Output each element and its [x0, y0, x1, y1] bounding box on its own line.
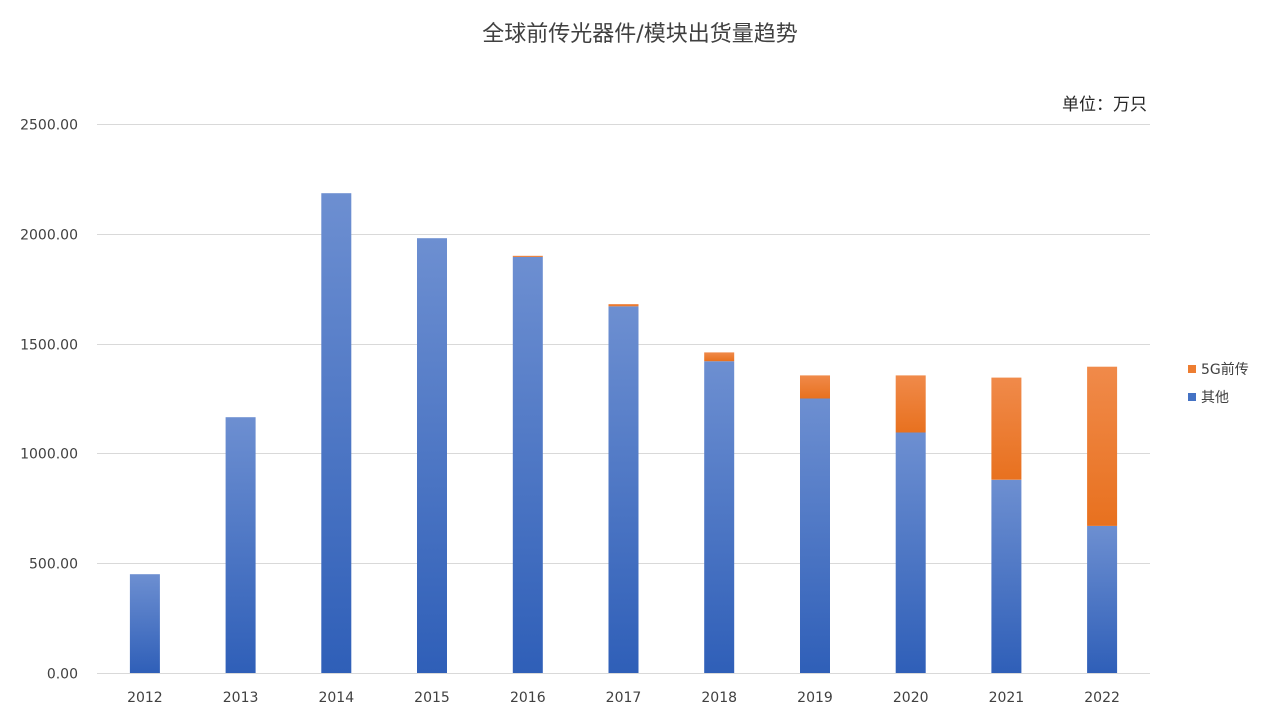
legend-swatch	[1188, 365, 1196, 373]
y-tick-label: 0.00	[47, 667, 78, 683]
bar-other-2016	[512, 256, 543, 673]
y-tick-label: 2500.00	[20, 118, 78, 134]
bar-other-2018	[704, 361, 735, 673]
x-tick-label: 2020	[893, 690, 929, 706]
bar-other-2015	[417, 238, 447, 673]
legend-swatch	[1188, 393, 1196, 401]
y-tick-label: 500.00	[29, 557, 78, 573]
x-tick-label: 2022	[1084, 690, 1120, 706]
bar-5g-fronthaul-2018	[704, 352, 735, 362]
bar-other-2019	[800, 398, 830, 673]
legend-label: 5G前传	[1201, 361, 1249, 378]
x-tick-label: 2014	[318, 690, 354, 706]
bar-other-2021	[991, 479, 1022, 673]
bar-5g-fronthaul-2022	[1087, 366, 1118, 526]
y-tick-label: 1500.00	[20, 338, 78, 354]
x-tick-label: 2017	[606, 690, 642, 706]
y-tick-label: 1000.00	[20, 447, 78, 463]
bar-5g-fronthaul-2017	[608, 304, 639, 307]
x-tick-label: 2021	[989, 690, 1025, 706]
bars	[129, 193, 1118, 673]
bar-5g-fronthaul-2019	[800, 375, 830, 399]
bar-other-2020	[895, 432, 926, 673]
x-tick-label: 2012	[127, 690, 163, 706]
bar-5g-fronthaul-2021	[991, 377, 1022, 480]
x-tick-label: 2018	[701, 690, 737, 706]
x-axis: 2012 2013 2014 2015 2016 2017 2018 2019 2020 2021…	[127, 690, 1120, 706]
bar-other-2013	[225, 417, 256, 673]
unit-label: 单位：万只	[1062, 95, 1147, 115]
bar-5g-fronthaul-2016	[512, 255, 543, 257]
bar-other-2014	[321, 193, 352, 673]
y-tick-label: 2000.00	[20, 228, 78, 244]
bar-other-2017	[608, 306, 639, 673]
x-tick-label: 2019	[797, 690, 833, 706]
chart-title: 全球前传光器件/模块出货量趋势	[482, 22, 797, 47]
bar-other-2022	[1087, 525, 1118, 673]
x-tick-label: 2013	[223, 690, 259, 706]
legend-label: 其他	[1201, 390, 1229, 406]
x-tick-label: 2016	[510, 690, 546, 706]
y-axis: 0.00 500.00 1000.00 1500.00 2000.00 2500.00	[20, 118, 78, 683]
bar-other-2012	[129, 574, 160, 673]
x-tick-label: 2015	[414, 690, 450, 706]
bar-5g-fronthaul-2020	[895, 375, 926, 433]
